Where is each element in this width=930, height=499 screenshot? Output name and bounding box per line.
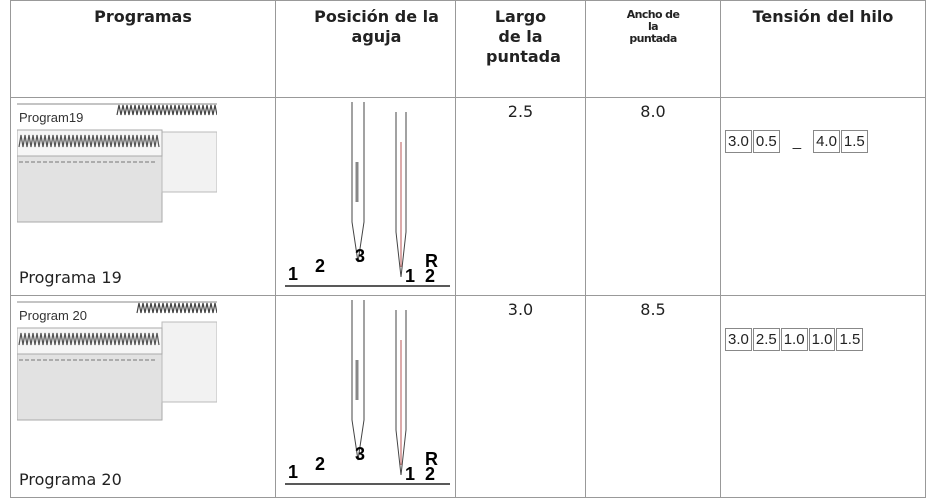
needle-label: 1 <box>288 462 298 482</box>
needle-diagram: 1 2 3 R 1 2 <box>285 300 450 485</box>
needle-label: 3 <box>355 246 365 266</box>
tension-value: 1.0 <box>780 328 808 351</box>
tension-cell: 3.0 0.5 _ 4.0 1.5 <box>720 97 926 296</box>
caption: Programa 19 <box>19 268 122 287</box>
needle-label: 2 <box>315 256 325 276</box>
image-label: Program 20 <box>19 308 87 323</box>
needle-cell: 1 2 3 R 1 2 <box>275 97 456 296</box>
needle-label: 1 <box>405 464 415 484</box>
caption: Programa 20 <box>19 470 122 489</box>
program-table: Programas Posición de la aguja Largo de … <box>10 0 926 498</box>
program-row: Program19 Programa 19 1 2 3 R 1 2 2.5 8.… <box>10 97 926 296</box>
header-cell: Ancho de la puntada <box>585 0 721 98</box>
tension-cell: 3.0 2.5 1.0 1.0 1.5 <box>720 295 926 498</box>
program-row: Program 20 Programa 20 1 2 3 R 1 2 3.0 8… <box>10 295 926 498</box>
needle-label: 1 <box>288 264 298 284</box>
header-cell: Programas <box>10 0 276 98</box>
tension-value: 4.0 <box>813 130 840 153</box>
tension-value: 0.5 <box>752 130 780 153</box>
needle-label: 2 <box>315 454 325 474</box>
tension-value: 1.5 <box>836 328 864 351</box>
header-cell: Tensión del hilo <box>720 0 926 98</box>
needle-cell: 1 2 3 R 1 2 <box>275 295 456 498</box>
program-cell: Program19 Programa 19 <box>10 97 276 296</box>
stitch-length: 2.5 <box>455 97 586 296</box>
tension-value: 1.5 <box>840 130 868 153</box>
stitch-length: 3.0 <box>455 295 586 498</box>
image-label: Program19 <box>19 110 83 125</box>
tension-value: 3.0 <box>725 328 752 351</box>
tension-value: 1.0 <box>808 328 836 351</box>
program-cell: Program 20 Programa 20 <box>10 295 276 498</box>
needle-label: 3 <box>355 444 365 464</box>
tension-value: 3.0 <box>725 130 752 153</box>
stitch-width: 8.0 <box>585 97 721 296</box>
header-cell: Posición de la aguja <box>275 0 456 98</box>
needle-diagram: 1 2 3 R 1 2 <box>285 102 450 287</box>
needle-label: 2 <box>425 266 435 286</box>
stitch-width: 8.5 <box>585 295 721 498</box>
tension-value: 2.5 <box>752 328 780 351</box>
needle-label: R <box>425 449 438 469</box>
header-row: Programas Posición de la aguja Largo de … <box>10 0 926 98</box>
header-cell: Largo de la puntada <box>455 0 586 98</box>
fabric-image: Program19 <box>17 103 217 223</box>
needle-label: 1 <box>405 266 415 286</box>
needle-label: 2 <box>425 464 435 484</box>
needle-label: R <box>425 251 438 271</box>
tension-separator: _ <box>792 133 802 150</box>
fabric-image: Program 20 <box>17 301 217 421</box>
